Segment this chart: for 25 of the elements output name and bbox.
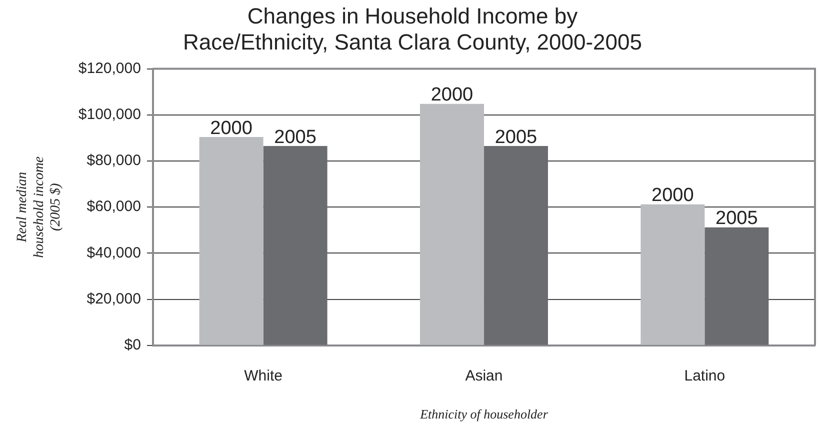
bar	[704, 227, 769, 345]
series-label: 2005	[274, 126, 316, 148]
text: 2005	[716, 208, 758, 230]
text: 2000	[430, 84, 474, 106]
x-tick-label: Latino	[684, 368, 726, 385]
bar	[420, 104, 484, 345]
text: 2000	[652, 185, 694, 206]
y-tick-label: $80,000	[86, 152, 141, 170]
x-axis-title: Ethnicity of householder	[419, 406, 549, 422]
chart-title: Changes in Household Income by Race/Ethnicity, Santa Clara County, 2000-2005	[182, 3, 642, 55]
y-tick-label: $60,000	[86, 198, 141, 216]
bar	[484, 146, 548, 345]
text: 2005	[494, 126, 538, 148]
y-tick-label: $100,000	[78, 106, 141, 124]
y-tick-label: $0	[124, 336, 141, 354]
y-tick-label: $40,000	[86, 244, 141, 262]
bar	[640, 204, 705, 345]
y-axis-title: Real median household income (2005 $)	[15, 156, 64, 258]
x-tick-label: Asian	[465, 368, 503, 385]
series-label: 2000	[210, 118, 252, 139]
bar	[199, 137, 264, 345]
y-tick-label: $120,000	[78, 60, 141, 77]
x-tick-label: White	[244, 368, 282, 385]
bar	[263, 146, 328, 345]
y-tick-label: $20,000	[86, 290, 141, 308]
